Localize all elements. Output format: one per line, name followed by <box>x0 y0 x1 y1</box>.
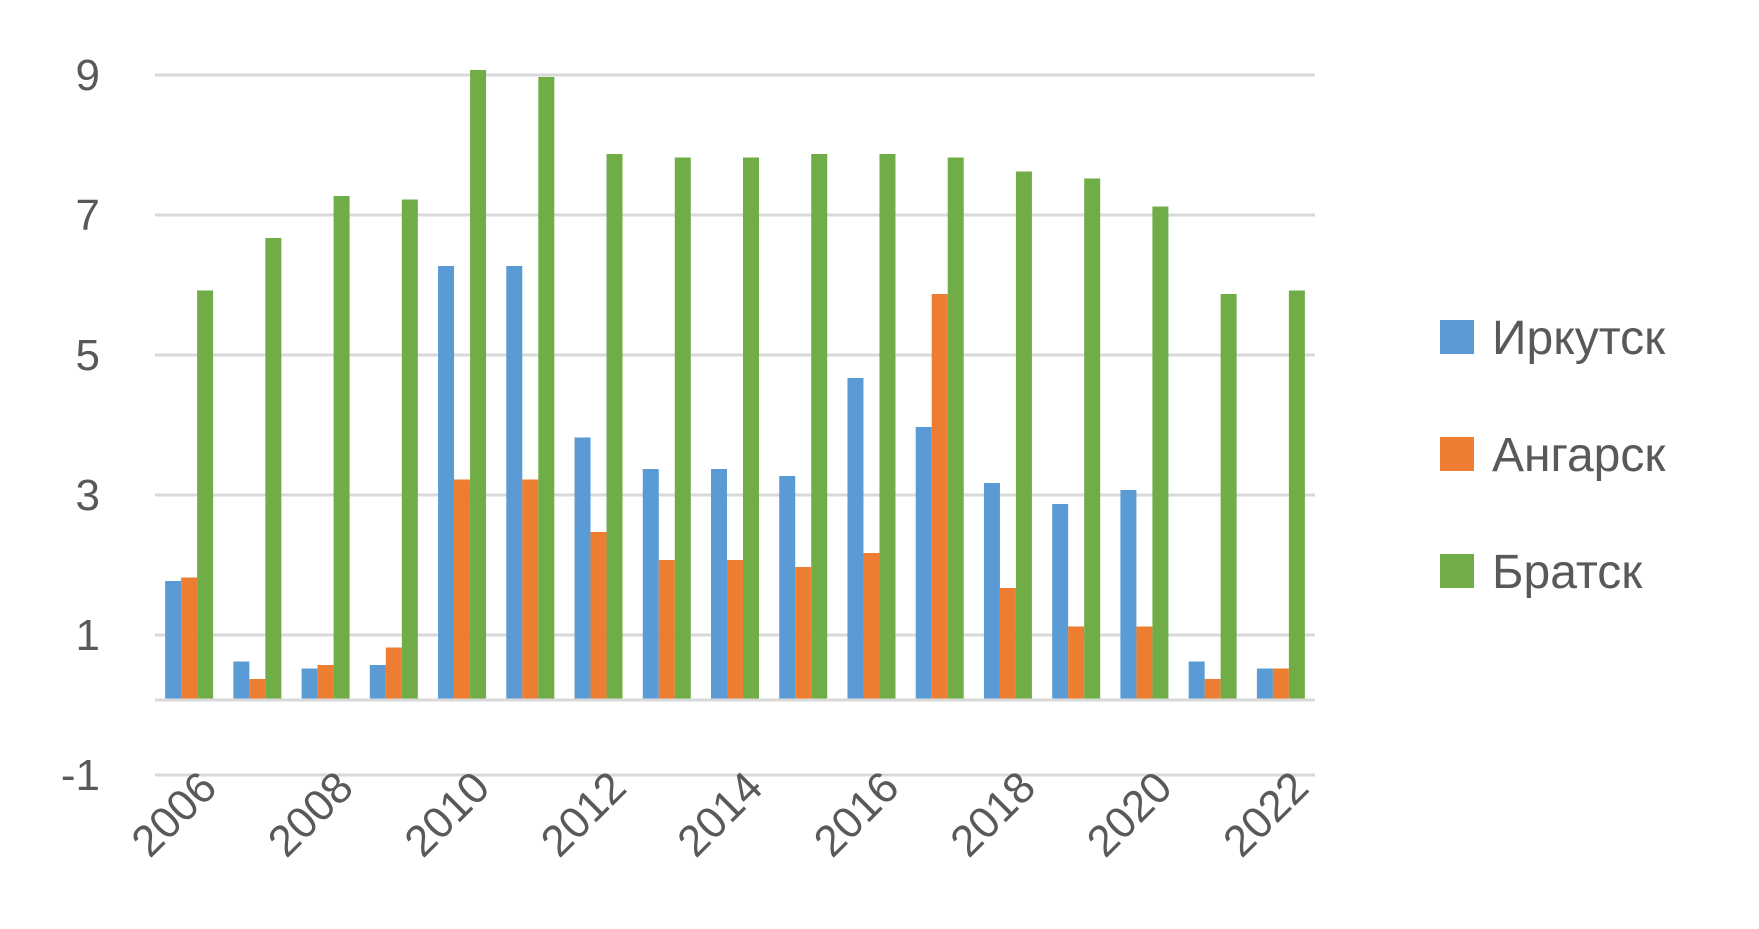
bar-2015-3 <box>811 154 828 700</box>
x-tick-label: 2006 <box>122 762 226 866</box>
legend-label: Ангарск <box>1492 429 1666 482</box>
bar-2009-1 <box>369 665 386 700</box>
bar-2008-1 <box>301 668 318 700</box>
bar-2021-3 <box>1220 294 1237 700</box>
x-tick-label: 2016 <box>805 762 909 866</box>
bar-2007-3 <box>265 238 282 700</box>
bar-2018-2 <box>999 588 1016 700</box>
bar-2011-3 <box>538 77 555 700</box>
bar-2006-2 <box>181 577 198 700</box>
x-tick-label: 2020 <box>1078 762 1182 866</box>
bar-2019-3 <box>1084 178 1101 700</box>
y-tick-label: -1 <box>61 751 100 800</box>
bar-2018-1 <box>983 483 1000 700</box>
bar-2011-2 <box>522 479 539 700</box>
x-tick-label: 2008 <box>259 762 363 866</box>
bar-2019-2 <box>1068 626 1085 700</box>
x-tick-label: 2014 <box>668 762 772 866</box>
y-tick-label: 3 <box>76 471 100 520</box>
bar-2015-1 <box>779 476 796 700</box>
legend-swatch <box>1440 320 1474 354</box>
bar-2009-2 <box>385 647 402 700</box>
bar-2007-1 <box>233 661 250 700</box>
y-tick-label: 5 <box>76 331 100 380</box>
bar-2006-3 <box>197 290 214 700</box>
bar-2008-2 <box>317 665 334 700</box>
bar-2010-1 <box>438 266 455 700</box>
bar-2012-3 <box>606 154 623 700</box>
bar-2012-1 <box>574 437 591 700</box>
x-tick-label: 2010 <box>395 762 499 866</box>
bar-2019-1 <box>1052 504 1069 700</box>
bar-2022-1 <box>1256 668 1273 700</box>
bar-2015-2 <box>795 567 812 700</box>
bar-2010-2 <box>454 479 471 700</box>
bar-2020-2 <box>1136 626 1153 700</box>
bar-2013-3 <box>674 157 691 700</box>
bar-2008-3 <box>333 196 350 700</box>
bar-2009-3 <box>401 199 418 700</box>
bar-2013-2 <box>658 560 675 700</box>
x-tick-label: 2018 <box>941 762 1045 866</box>
bar-2014-3 <box>743 157 759 700</box>
y-tick-label: 7 <box>76 191 100 240</box>
bar-2014-1 <box>711 469 727 700</box>
bar-2007-2 <box>249 679 266 700</box>
legend: Иркутск Ангарск Братск <box>1440 312 1666 599</box>
bars <box>165 70 1305 700</box>
bar-2017-2 <box>931 294 948 700</box>
bar-2022-3 <box>1288 290 1305 700</box>
x-tick-label: 2022 <box>1214 762 1318 866</box>
bar-2016-2 <box>863 553 880 700</box>
legend-label: Иркутск <box>1492 312 1666 365</box>
bar-2017-1 <box>915 427 932 700</box>
bar-2022-2 <box>1272 668 1289 700</box>
x-tick-label: 2012 <box>532 762 636 866</box>
bar-2013-1 <box>642 469 659 700</box>
bar-2021-2 <box>1204 679 1221 700</box>
bar-2020-1 <box>1120 490 1137 700</box>
bar-2011-1 <box>506 266 523 700</box>
bar-2018-3 <box>1015 171 1032 700</box>
legend-swatch <box>1440 554 1474 588</box>
bar-2014-2 <box>727 560 743 700</box>
bar-2010-3 <box>470 70 487 700</box>
bar-2016-3 <box>879 154 896 700</box>
bar-2012-2 <box>590 532 607 700</box>
y-tick-label: 9 <box>76 51 100 100</box>
legend-label: Братск <box>1492 546 1643 599</box>
bar-2016-1 <box>847 378 864 700</box>
bar-2017-3 <box>947 157 964 700</box>
legend-swatch <box>1440 437 1474 471</box>
bar-2006-1 <box>165 581 182 700</box>
y-tick-label: 1 <box>76 611 100 660</box>
axes: -1 1 3 5 7 9 2006 2008 2010 2012 2014 2016 2018 2020 2… <box>61 51 1318 866</box>
bar-2020-3 <box>1152 206 1169 700</box>
bar-2021-1 <box>1188 661 1205 700</box>
